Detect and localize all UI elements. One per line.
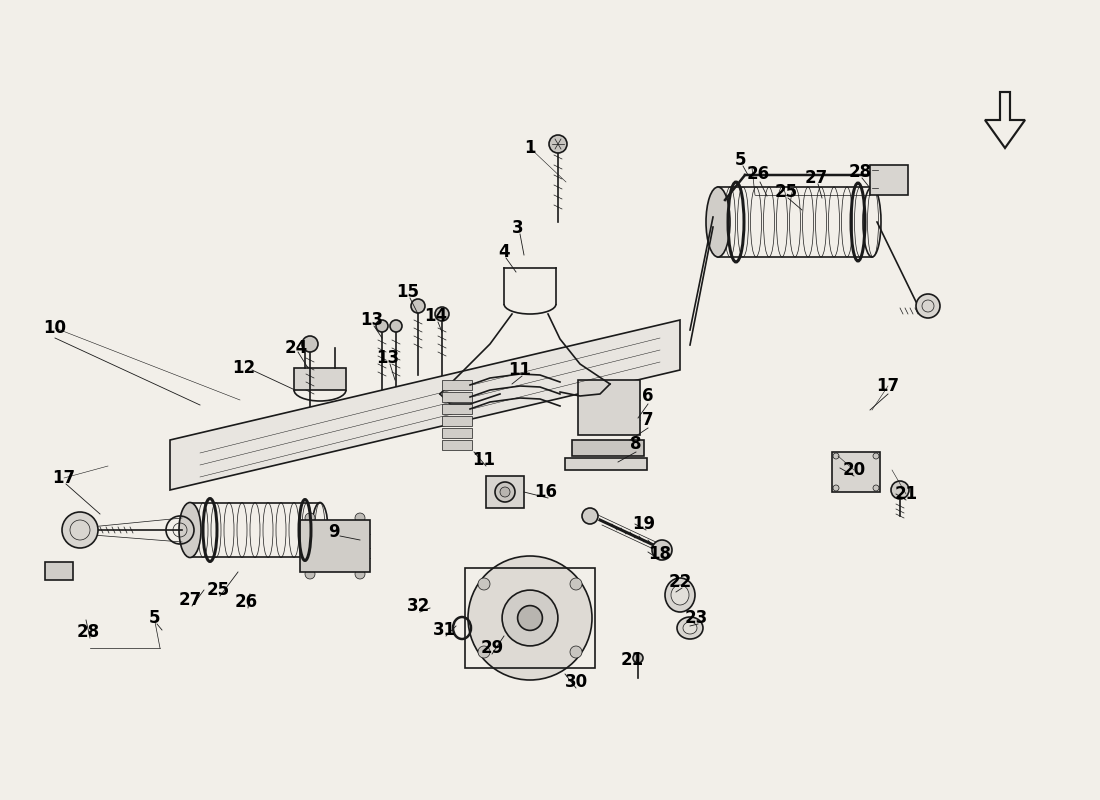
Ellipse shape	[179, 502, 201, 558]
Circle shape	[434, 307, 449, 321]
Circle shape	[873, 485, 879, 491]
Text: 22: 22	[669, 573, 692, 591]
Text: 13: 13	[361, 311, 384, 329]
Circle shape	[891, 481, 909, 499]
Text: 5: 5	[150, 609, 161, 627]
Text: 9: 9	[328, 523, 340, 541]
Text: 17: 17	[53, 469, 76, 487]
Text: 14: 14	[425, 307, 448, 325]
Circle shape	[652, 540, 672, 560]
Text: 16: 16	[535, 483, 558, 501]
Bar	[465, 568, 595, 668]
Circle shape	[305, 513, 315, 523]
Bar	[442, 428, 472, 438]
Circle shape	[632, 653, 644, 663]
Circle shape	[62, 512, 98, 548]
Bar	[572, 440, 644, 456]
Circle shape	[549, 135, 566, 153]
Circle shape	[376, 320, 388, 332]
Text: 15: 15	[396, 283, 419, 301]
Text: 11: 11	[508, 361, 531, 379]
Text: 26: 26	[747, 165, 770, 183]
Circle shape	[478, 578, 490, 590]
Text: 26: 26	[234, 593, 257, 611]
Circle shape	[390, 320, 402, 332]
Text: 6: 6	[642, 387, 653, 405]
Bar	[45, 562, 73, 580]
Ellipse shape	[468, 556, 592, 680]
Circle shape	[495, 482, 515, 502]
Text: 4: 4	[498, 243, 509, 261]
Text: 24: 24	[285, 339, 308, 357]
Text: 12: 12	[232, 359, 255, 377]
Circle shape	[355, 569, 365, 579]
Bar	[442, 416, 472, 426]
Circle shape	[570, 578, 582, 590]
Text: 32: 32	[406, 597, 430, 615]
Ellipse shape	[706, 187, 730, 257]
Circle shape	[582, 508, 598, 524]
Text: 11: 11	[473, 451, 495, 469]
Bar	[832, 452, 880, 492]
Text: 19: 19	[632, 515, 656, 533]
Polygon shape	[170, 320, 680, 490]
Ellipse shape	[666, 578, 695, 612]
Text: 7: 7	[642, 411, 653, 429]
Circle shape	[916, 294, 940, 318]
Bar	[442, 380, 472, 390]
Circle shape	[873, 453, 879, 459]
Text: 3: 3	[513, 219, 524, 237]
Circle shape	[833, 485, 839, 491]
Bar	[486, 476, 524, 508]
Text: 27: 27	[178, 591, 201, 609]
Text: 28: 28	[76, 623, 100, 641]
Circle shape	[411, 299, 425, 313]
Text: 21: 21	[620, 651, 644, 669]
Bar	[300, 520, 370, 572]
Bar	[442, 440, 472, 450]
Text: 5: 5	[735, 151, 747, 169]
Circle shape	[478, 646, 490, 658]
Circle shape	[500, 487, 510, 497]
Bar	[870, 165, 907, 195]
Text: 27: 27	[804, 169, 827, 187]
Text: 21: 21	[894, 485, 917, 503]
Text: 8: 8	[630, 435, 641, 453]
Bar	[565, 458, 647, 470]
Text: 18: 18	[649, 545, 671, 563]
Circle shape	[305, 569, 315, 579]
Text: 28: 28	[848, 163, 871, 181]
Text: 20: 20	[843, 461, 866, 479]
Circle shape	[833, 453, 839, 459]
Ellipse shape	[676, 617, 703, 639]
Text: 25: 25	[207, 581, 230, 599]
Text: 17: 17	[877, 377, 900, 395]
Text: 23: 23	[684, 609, 707, 627]
Text: 30: 30	[564, 673, 587, 691]
Text: 25: 25	[774, 183, 798, 201]
Ellipse shape	[671, 585, 689, 605]
Ellipse shape	[683, 622, 697, 634]
Text: 10: 10	[44, 319, 66, 337]
Text: 31: 31	[432, 621, 455, 639]
Bar	[578, 380, 640, 435]
Circle shape	[355, 513, 365, 523]
Bar	[442, 392, 472, 402]
Circle shape	[302, 336, 318, 352]
Bar	[442, 404, 472, 414]
Text: 29: 29	[481, 639, 504, 657]
Polygon shape	[984, 92, 1025, 148]
Ellipse shape	[518, 606, 542, 630]
Bar	[294, 368, 346, 390]
Text: 13: 13	[376, 349, 399, 367]
Ellipse shape	[502, 590, 558, 646]
Text: 1: 1	[525, 139, 536, 157]
Circle shape	[570, 646, 582, 658]
